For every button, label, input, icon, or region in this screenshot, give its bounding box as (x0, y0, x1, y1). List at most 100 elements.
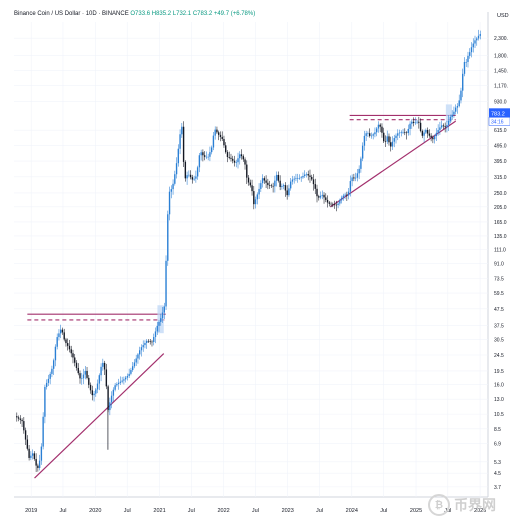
candle-body (239, 154, 241, 159)
candle-body (386, 136, 388, 142)
candle-body (196, 167, 199, 177)
candle-body (277, 174, 280, 181)
candle-body (191, 177, 194, 180)
candle-body (219, 134, 222, 137)
last-price-tag (489, 108, 510, 118)
candle-body (117, 382, 120, 385)
candle-body (189, 174, 192, 178)
candle-body (119, 381, 122, 383)
candle-body (418, 121, 420, 123)
candle-body (409, 123, 411, 129)
candle-body (405, 132, 408, 134)
candle-body (388, 136, 390, 143)
candle-body (407, 128, 409, 133)
candle-body (377, 124, 380, 129)
candle-body (419, 122, 422, 131)
currency-label: USD (497, 13, 509, 19)
candle-body (244, 159, 246, 165)
x-tick-label: 2022 (217, 508, 229, 514)
candle-body (207, 156, 209, 158)
candle-body (467, 55, 469, 62)
candle-body (200, 152, 202, 156)
candle-body (440, 125, 443, 128)
x-tick-label: 2021 (153, 508, 165, 514)
candle-body (30, 455, 32, 458)
candle-body (195, 176, 197, 179)
candle-body (75, 362, 78, 368)
candle-body (147, 340, 150, 342)
y-tick-label: 495.0 (494, 143, 507, 149)
y-tick-label: 2,300. (494, 36, 508, 42)
candle-body (263, 178, 266, 181)
candle-body (126, 375, 129, 378)
candle-body (374, 132, 376, 135)
x-tick-label: Jul (316, 508, 323, 514)
candle-body (156, 325, 158, 332)
candle-body (174, 174, 176, 184)
candle-body (402, 132, 404, 133)
x-tick-label: 2023 (282, 508, 294, 514)
candle-body (447, 120, 450, 125)
candle-body (79, 373, 81, 379)
candle-body (432, 137, 434, 140)
candle-body (446, 124, 448, 128)
y-tick-label: 73.5 (494, 276, 504, 282)
candle-body (165, 260, 167, 307)
candle-body (282, 185, 285, 187)
candle-body (202, 152, 204, 156)
candle-body (398, 132, 401, 134)
candle-body (460, 90, 462, 101)
candle-body (284, 185, 287, 191)
y-tick-label: 8.5 (494, 427, 501, 433)
price-axis[interactable]: USD 2,300. 1,800. 1,450. 1,170. 930.0 615.0 495… (494, 13, 509, 491)
candle-body (325, 197, 327, 200)
candle-body (332, 204, 334, 205)
candle-body (340, 197, 343, 201)
candle-body (354, 177, 357, 179)
y-tick-label: 19.5 (494, 369, 504, 375)
candle-body (383, 132, 385, 142)
candle-body (184, 161, 187, 179)
candle-body (114, 385, 116, 390)
candle-body (35, 459, 37, 466)
candle-body (95, 389, 97, 394)
candle-body (51, 368, 53, 374)
y-tick-label: 1,170. (494, 83, 508, 89)
candle-body (275, 174, 278, 181)
y-tick-label: 13.0 (494, 397, 504, 403)
candle-body (288, 188, 290, 196)
y-tick-label: 315.0 (494, 175, 507, 181)
candle-body (137, 354, 139, 359)
candle-body (296, 177, 299, 179)
candle-body (110, 395, 113, 403)
candle-body (260, 183, 262, 189)
candle-body (175, 163, 178, 175)
price-tags: 783.2 34:16 (488, 108, 510, 126)
candle-body (442, 125, 445, 127)
candle-body (309, 175, 311, 177)
candle-body (23, 421, 25, 431)
candle-body (70, 349, 72, 354)
candle-body (330, 203, 332, 205)
candle-body (74, 357, 76, 363)
breakout-highlight (445, 104, 453, 123)
candle-body (72, 353, 74, 358)
candle-body (267, 182, 269, 186)
candle-body (274, 180, 276, 187)
candle-body (414, 122, 417, 124)
y-tick-label: 59.5 (494, 291, 504, 297)
candle-body (361, 145, 364, 159)
candle-body (421, 130, 424, 136)
candle-body (469, 52, 471, 56)
symbol-header: Binance Coin / US Dollar · 10D · BINANCE… (14, 11, 255, 17)
time-axis[interactable]: 2019 Jul 2020 Jul 2021 Jul 2022 Jul 2023 Jul 2024 J… (25, 508, 486, 514)
candle-body (270, 185, 273, 187)
candle-body (253, 191, 255, 205)
candle-body (347, 191, 350, 196)
symbol-label: Binance Coin / US Dollar · 10D · BINANCE (14, 11, 129, 17)
candle-body (121, 380, 123, 382)
y-tick-label: 111.0 (494, 248, 506, 254)
candle-body (233, 160, 236, 163)
candle-body (21, 419, 23, 422)
